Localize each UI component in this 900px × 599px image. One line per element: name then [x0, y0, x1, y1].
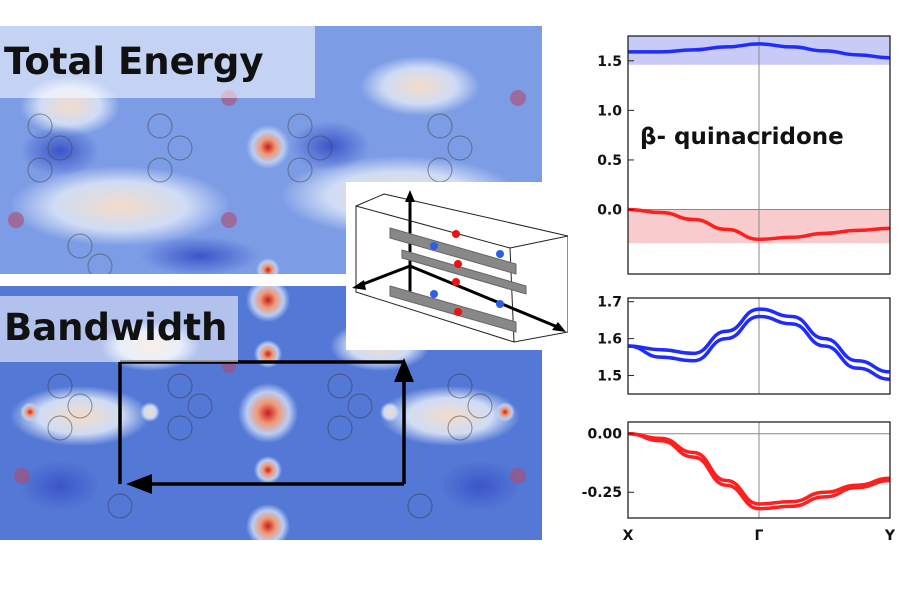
band-shade-0 [628, 36, 890, 65]
crystal-structure-inset [346, 182, 569, 350]
y-tick-label: 0.5 [597, 153, 622, 169]
arrow-left-icon [126, 474, 152, 494]
bandwidth-title: Bandwidth [4, 306, 228, 349]
plot-frame [627, 297, 891, 395]
y-tick-label: 1.5 [597, 54, 622, 70]
x-tick-label: Y [884, 528, 896, 544]
y-tick-label: -0.25 [582, 485, 622, 501]
y-tick-label: 1.0 [597, 103, 622, 119]
series-line-1 [627, 431, 891, 511]
crystal-structure-icon [352, 190, 569, 343]
band-shade-1 [628, 209, 890, 244]
x-tick-label: X [623, 528, 634, 544]
total-energy-title: Total Energy [4, 40, 264, 83]
series-line-0 [628, 42, 891, 60]
y-tick-label: 1.7 [597, 295, 622, 311]
series-line-0 [627, 431, 891, 506]
path-arrows [118, 360, 406, 486]
y-tick-label: 1.6 [597, 332, 622, 348]
y-tick-label: 0.00 [587, 427, 622, 443]
arrow-up-icon [394, 358, 414, 382]
series-line-1 [627, 207, 891, 242]
plot-frame [627, 421, 891, 519]
chart-title: β- quinacridone [640, 124, 844, 150]
x-tick-label: Γ [755, 528, 764, 544]
y-tick-label: 0.0 [597, 203, 622, 219]
y-tick-label: 1.5 [597, 369, 622, 385]
series-line-1 [627, 314, 891, 381]
series-line-0 [627, 307, 891, 374]
plot-frame [627, 35, 891, 275]
